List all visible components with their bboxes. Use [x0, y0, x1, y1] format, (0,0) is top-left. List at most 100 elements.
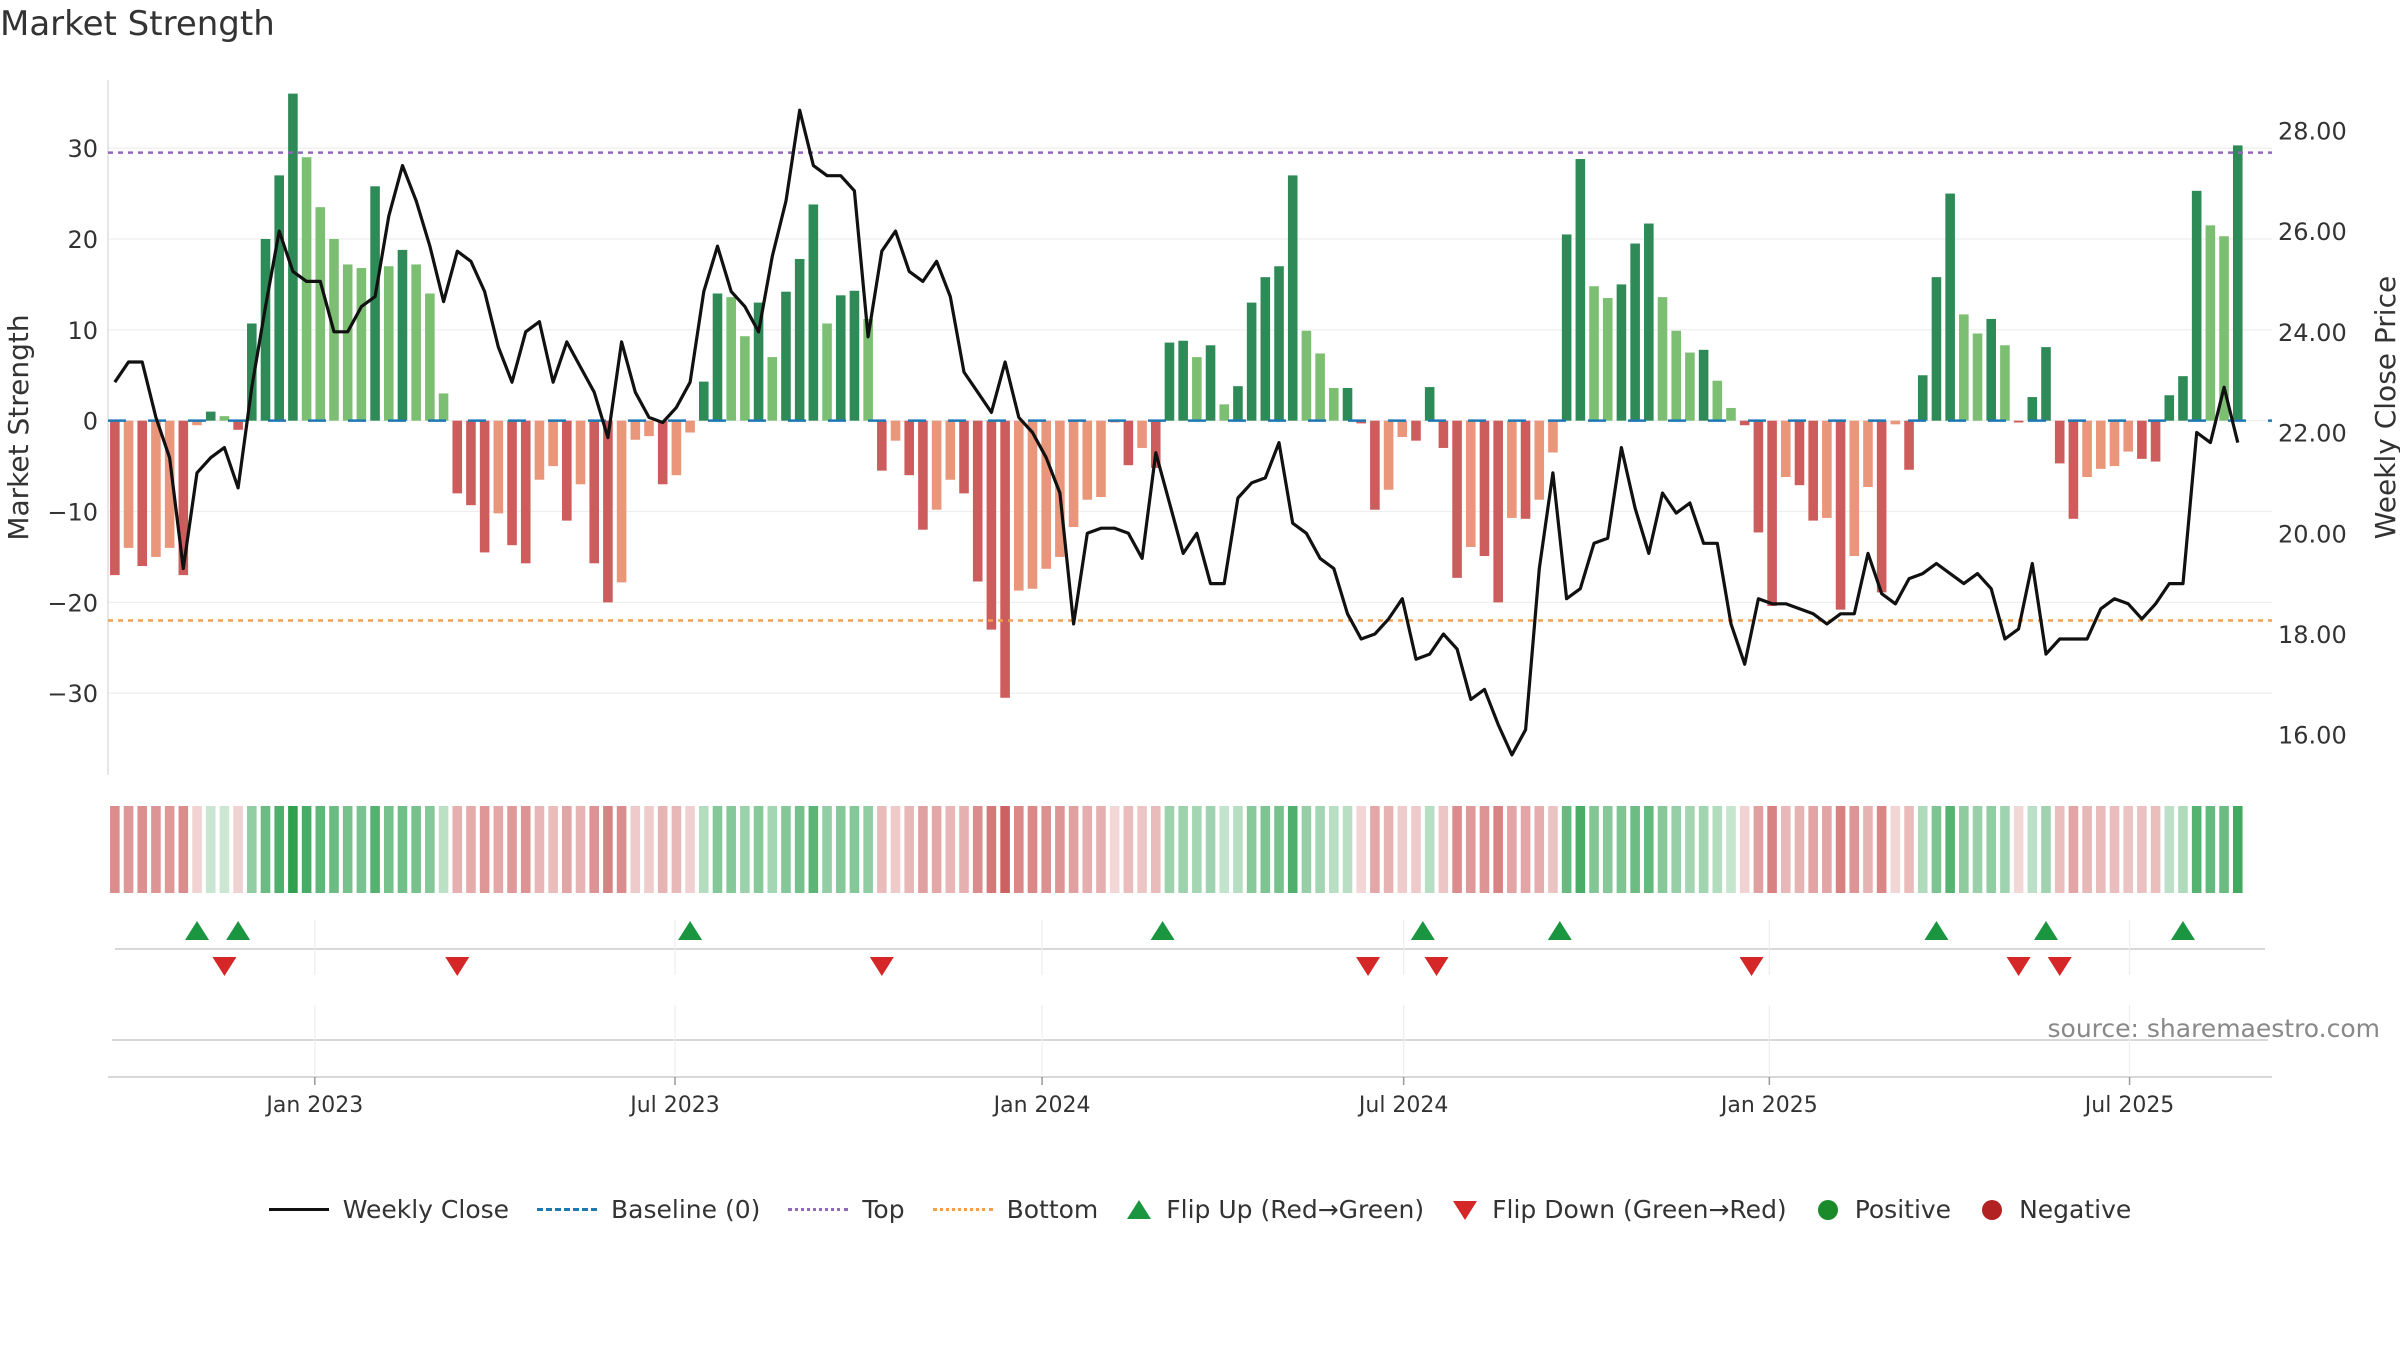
- heat-cell: [2041, 806, 2051, 893]
- strength-bar: [1383, 420, 1394, 490]
- heat-cell: [466, 806, 476, 893]
- strength-bar: [1041, 420, 1051, 569]
- heat-cell: [137, 806, 148, 893]
- strength-bar: [1739, 420, 1750, 426]
- strength-bar: [1575, 159, 1586, 421]
- strength-bar: [2109, 420, 2120, 467]
- strength-bar: [1520, 420, 1531, 519]
- strength-bar: [767, 357, 778, 421]
- strength-bar: [835, 295, 846, 421]
- legend-item: Positive: [1815, 1195, 1951, 1224]
- heat-cell: [452, 806, 463, 893]
- strength-bar: [712, 293, 723, 421]
- strength-bar: [1794, 420, 1805, 486]
- strength-bar: [1370, 420, 1380, 510]
- strength-bar: [164, 420, 175, 548]
- heat-cell: [1698, 806, 1709, 893]
- heat-cell: [726, 806, 736, 893]
- strength-bar: [657, 420, 668, 485]
- legend-label: Baseline (0): [611, 1195, 761, 1224]
- heat-cell: [2068, 806, 2079, 893]
- heat-cell: [671, 806, 682, 893]
- strength-bar: [1356, 420, 1366, 424]
- heat-cell: [1904, 806, 1914, 893]
- heat-cell: [1835, 806, 1846, 893]
- legend-swatch: [1126, 1197, 1152, 1223]
- strength-bar: [685, 420, 695, 433]
- strength-bar: [1465, 420, 1476, 547]
- heat-cell: [520, 806, 531, 893]
- x-axis: Jan 2023 Jul 2023 Jan 2024 Jul 2024 Jan 2025…: [108, 1076, 2272, 1118]
- heat-cell: [698, 806, 709, 893]
- heat-cell: [1411, 806, 1421, 893]
- heat-cell: [589, 806, 600, 893]
- legend-item: Flip Up (Red→Green): [1126, 1195, 1424, 1224]
- heat-cell: [657, 806, 668, 893]
- strength-bar: [877, 420, 887, 471]
- heat-cell: [1274, 806, 1284, 893]
- strength-bar: [959, 420, 969, 494]
- legend-item: Bottom: [932, 1195, 1098, 1224]
- heat-cell: [1602, 806, 1613, 893]
- strength-bar: [1164, 342, 1175, 421]
- strength-bar: [1014, 420, 1024, 591]
- strength-bar: [589, 420, 600, 564]
- strength-bar: [1589, 286, 1599, 421]
- strength-bar: [2164, 395, 2175, 421]
- strength-bar: [260, 238, 271, 421]
- x-tick-label: Jul 2025: [2083, 1093, 2175, 1118]
- strength-bar: [644, 420, 654, 437]
- strength-bars-layer: [110, 93, 2243, 698]
- y-tick-label: −20: [47, 589, 98, 617]
- strength-bar: [1274, 266, 1284, 421]
- legend-label: Top: [862, 1195, 905, 1224]
- strength-bar: [1644, 223, 1654, 421]
- heat-cell: [603, 806, 613, 893]
- heat-cell: [2096, 806, 2106, 893]
- strength-heat-strip: [110, 806, 2243, 893]
- heat-cell: [1644, 806, 1654, 893]
- axes-layer: 30 20 10 0 −10 −20 −30 28.00 26.00 24.00 22.00 20.0…: [2, 80, 2400, 775]
- strength-bar: [301, 157, 312, 421]
- heat-cell: [740, 806, 750, 893]
- strength-bar: [671, 420, 682, 476]
- strength-bar: [1424, 387, 1435, 421]
- page-title: Market Strength: [0, 4, 275, 44]
- heat-cell: [1370, 806, 1380, 893]
- flip-up-marker: [1150, 921, 1175, 940]
- strength-bar: [1863, 420, 1873, 488]
- legend-label: Weekly Close: [342, 1195, 510, 1224]
- y2-tick-label: 22.00: [2278, 420, 2347, 448]
- heat-cell: [2082, 806, 2092, 893]
- strength-bar: [1178, 340, 1188, 421]
- strength-bar: [1849, 420, 1860, 557]
- heat-cell: [1726, 806, 1736, 893]
- heat-cell: [356, 806, 367, 893]
- reference-lines-layer: [108, 151, 2272, 622]
- strength-bar: [315, 207, 326, 421]
- y-axis-label: Market Strength: [2, 314, 35, 540]
- strength-bar: [740, 336, 750, 421]
- strength-bar: [2068, 420, 2079, 519]
- heat-cell: [247, 806, 257, 893]
- strength-bar: [1137, 420, 1147, 448]
- heat-cell: [945, 806, 956, 893]
- heat-cell: [2164, 806, 2175, 893]
- strength-bar: [479, 420, 490, 553]
- strength-bar: [904, 420, 915, 476]
- strength-bar: [1219, 404, 1230, 421]
- heat-cell: [1329, 806, 1339, 893]
- flip-down-marker: [445, 957, 470, 976]
- heat-cell: [1493, 806, 1503, 893]
- heat-cell: [1219, 806, 1230, 893]
- strength-bar: [863, 318, 873, 421]
- strength-bar: [2178, 376, 2188, 421]
- flip-up-marker: [678, 921, 703, 940]
- heat-cell: [1794, 806, 1805, 893]
- heat-cell: [616, 806, 627, 893]
- strength-bar: [630, 420, 641, 440]
- heat-cell: [1589, 806, 1599, 893]
- strength-bar: [2123, 420, 2133, 452]
- strength-bar: [233, 420, 243, 430]
- heat-cell: [2150, 806, 2161, 893]
